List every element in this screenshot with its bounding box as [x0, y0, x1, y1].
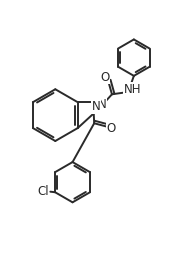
- Text: Cl: Cl: [37, 185, 49, 198]
- Text: O: O: [101, 70, 110, 84]
- Text: N: N: [92, 100, 101, 113]
- Text: N: N: [98, 98, 107, 111]
- Text: O: O: [107, 122, 116, 135]
- Text: NH: NH: [124, 83, 141, 96]
